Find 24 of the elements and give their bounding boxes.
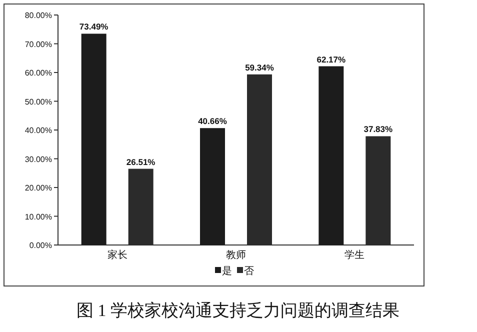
- text: 40.66%: [198, 116, 227, 126]
- bar: [200, 128, 225, 245]
- text: 62.17%: [316, 54, 346, 64]
- caption: 图 1 学校家校沟通支持乏力问题的调查结果: [76, 301, 400, 320]
- x-tick-label: 学生: [344, 249, 365, 261]
- bar: [81, 34, 106, 245]
- y-tick-label: 70.00%: [24, 40, 52, 49]
- x-tick-label: 教师: [226, 250, 246, 261]
- bar: [318, 66, 344, 245]
- text: 26.51%: [126, 156, 156, 167]
- y-tick-label: 50.00%: [24, 97, 52, 106]
- x-tick-label: 家长: [107, 249, 128, 261]
- y-tick-label: 40.00%: [24, 126, 52, 135]
- y-tick-label: 0.00%: [29, 241, 52, 250]
- text: 73.49%: [79, 22, 108, 32]
- text: 37.83%: [364, 124, 393, 134]
- y-tick-label: 60.00%: [24, 68, 52, 78]
- y-tick-label: 80.00%: [24, 11, 52, 20]
- y-tick-label: 20.00%: [24, 184, 52, 192]
- legend-label: 是: [222, 266, 232, 277]
- legend-label: 否: [244, 266, 254, 277]
- text: 59.34%: [245, 62, 274, 72]
- y-tick-label: 10.00%: [24, 212, 52, 222]
- y-tick-label: 30.00%: [24, 154, 52, 164]
